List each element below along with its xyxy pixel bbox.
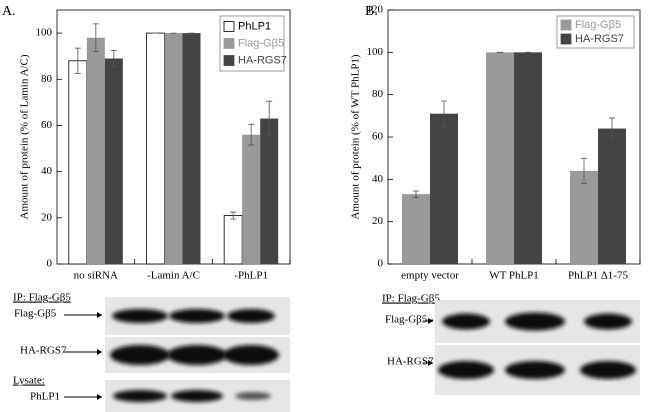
y-tick-label: 0 [47, 258, 53, 270]
legend-swatch [223, 21, 235, 32]
y-tick-label: 100 [367, 46, 384, 58]
y-tick-label: 20 [41, 211, 53, 223]
legend-label: PhLP1 [238, 20, 271, 32]
y-tick-label: 40 [41, 165, 53, 177]
arrow-head [97, 394, 102, 400]
error-bar [110, 50, 117, 67]
y-tick-label: 80 [41, 73, 53, 85]
legend-swatch [223, 55, 235, 66]
bar [260, 118, 279, 264]
error-bar [248, 123, 255, 146]
bar [570, 170, 598, 264]
error-bar [609, 117, 615, 140]
arrow-head [428, 360, 433, 366]
panel-label: A. [2, 4, 16, 19]
blot-band [113, 390, 167, 402]
arrow-head [97, 312, 102, 318]
bar [146, 32, 165, 265]
blot-header: IP: Flag-Gβ5 [13, 292, 71, 304]
blot-band [438, 361, 494, 379]
x-tick-label: WT PhLP1 [489, 270, 539, 282]
blot-label: HA-RGS7 [387, 356, 434, 368]
error-bar [74, 47, 81, 74]
bar [514, 52, 542, 265]
blot-band [223, 345, 279, 365]
y-tick-label: 100 [36, 27, 53, 39]
y-tick-label: 20 [372, 215, 384, 227]
bar [104, 58, 123, 265]
arrow-head [428, 318, 433, 324]
blot-band [112, 309, 168, 323]
blot-band [580, 361, 636, 379]
legend-label: HA-RGS7 [238, 54, 287, 66]
y-axis-label: Amount of protein (% of WT PhLP1) [350, 54, 362, 220]
bar [68, 60, 88, 265]
legend-swatch [223, 38, 235, 49]
error-bar [92, 23, 99, 52]
blot-label: Flag-Gβ5 [14, 308, 57, 320]
blot-band [505, 312, 565, 331]
blot-band [227, 309, 275, 323]
error-bar [581, 157, 587, 184]
y-tick-label: 40 [372, 173, 384, 185]
blot-band [171, 390, 223, 402]
blot-header: Lysate: [13, 375, 45, 387]
x-tick-label: -Lamin A/C [147, 270, 200, 282]
legend-label: HA-RGS7 [575, 33, 624, 45]
arrow-head [97, 349, 102, 355]
bar [223, 215, 243, 265]
bar [430, 113, 458, 264]
blot-band [235, 392, 271, 400]
x-tick-label: PhLP1 Δ1-75 [568, 270, 628, 282]
error-bar [230, 211, 237, 220]
bar [402, 194, 430, 264]
legend-swatch [560, 19, 572, 31]
bar [86, 37, 105, 264]
y-tick-label: 60 [41, 119, 53, 131]
blot-label: PhLP1 [30, 391, 60, 403]
y-axis-label: Amount of protein (% of Lamin A/C) [19, 54, 31, 219]
blot-header: IP: Flag-Gβ5 [382, 293, 440, 305]
error-bar [413, 190, 419, 198]
blot-label: Flag-Gβ5 [385, 314, 428, 326]
bar [598, 128, 626, 264]
error-bar [266, 100, 273, 137]
blot-band [169, 309, 225, 323]
y-tick-label: 0 [378, 258, 384, 270]
error-bar [441, 100, 447, 127]
legend-label: Flag-Gβ5 [575, 19, 621, 31]
legend-label: Flag-Gβ5 [238, 37, 284, 49]
blot-band [110, 345, 170, 365]
y-tick-label: 80 [372, 88, 384, 100]
blot-band [505, 361, 565, 379]
x-tick-label: empty vector [401, 270, 459, 282]
bar [242, 134, 261, 264]
panel-label: B. [365, 4, 378, 19]
bar [486, 52, 514, 265]
bar [164, 33, 183, 264]
x-tick-label: no siRNA [74, 270, 118, 282]
blot-band [442, 313, 490, 330]
blot-label: HA-RGS7 [20, 345, 67, 357]
legend-swatch [560, 33, 572, 45]
x-tick-label: -PhLP1 [234, 270, 268, 282]
y-tick-label: 120 [367, 4, 384, 16]
blot-band [584, 313, 632, 330]
bar [182, 33, 201, 264]
y-tick-label: 60 [372, 131, 384, 143]
blot-band [167, 345, 227, 365]
